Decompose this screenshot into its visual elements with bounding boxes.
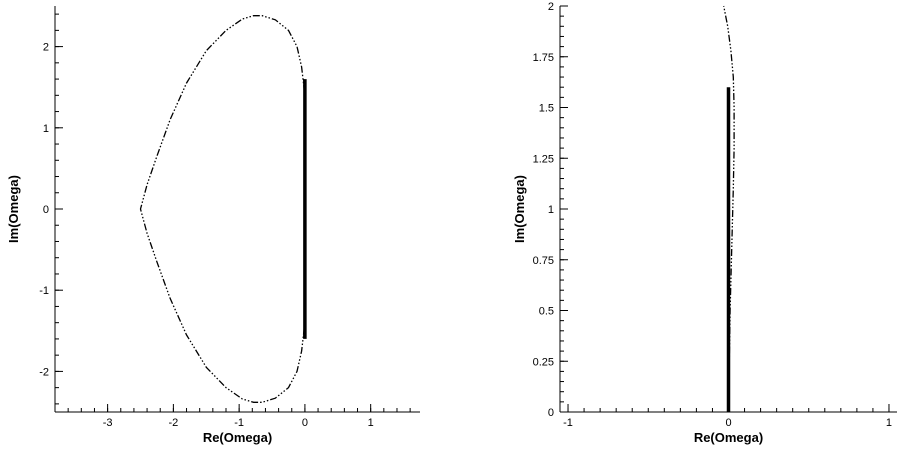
chart2-y-tick-label: 1 bbox=[548, 204, 554, 216]
chart2-x-tick-label: 0 bbox=[725, 417, 731, 429]
chart2-y-tick-label: 0 bbox=[548, 407, 554, 419]
chart1-dash-dot-curve bbox=[139, 15, 306, 403]
chart1-x-tick-label: 0 bbox=[302, 417, 308, 429]
chart2-y-tick-label: 1.75 bbox=[533, 52, 554, 64]
chart2-y-axis-label: Im(Omega) bbox=[512, 175, 527, 243]
chart2-y-tick-label: 0.5 bbox=[539, 306, 554, 318]
chart1-y-tick-label: 1 bbox=[43, 123, 49, 135]
chart1-y-axis-label: Im(Omega) bbox=[6, 175, 21, 243]
chart2-y-tick-label: 1.5 bbox=[539, 103, 554, 115]
chart1-y-tick-label: -2 bbox=[39, 366, 49, 378]
chart2-y-tick-label: 0.75 bbox=[533, 255, 554, 267]
chart2-y-tick-label: 1.25 bbox=[533, 153, 554, 165]
chart1-y-tick-label: 0 bbox=[43, 204, 49, 216]
chart1-y-tick-label: 2 bbox=[43, 42, 49, 54]
chart2-y-tick-label: 2 bbox=[548, 1, 554, 13]
chart1-x-tick-label: 1 bbox=[368, 417, 374, 429]
chart1-x-tick-label: -3 bbox=[103, 417, 113, 429]
chart1-x-tick-label: -1 bbox=[234, 417, 244, 429]
chart1-x-axis-label: Re(Omega) bbox=[203, 430, 272, 445]
chart1-y-tick-label: -1 bbox=[39, 285, 49, 297]
chart2-x-axis-label: Re(Omega) bbox=[694, 430, 763, 445]
chart1-x-tick-label: -2 bbox=[168, 417, 178, 429]
chart2-y-tick-label: 0.25 bbox=[533, 356, 554, 368]
chart2-x-tick-label: 1 bbox=[886, 417, 892, 429]
chart2-x-tick-label: -1 bbox=[563, 417, 573, 429]
chart2-dash-dot-curve bbox=[723, 5, 735, 413]
